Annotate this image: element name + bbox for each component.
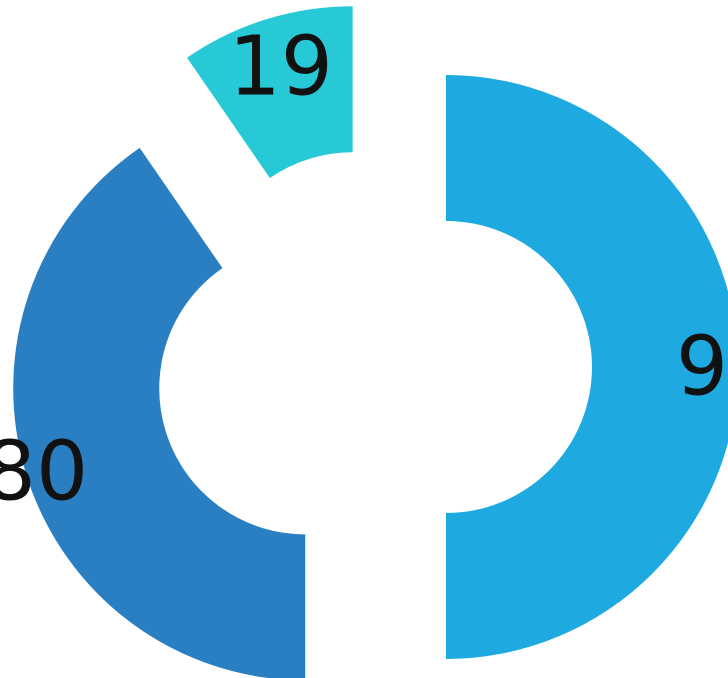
slices-group [13,6,728,678]
data-label-99: 99 [676,320,728,415]
labels-group: 99 80 19 [0,20,728,520]
donut-slice-99 [446,75,728,659]
donut-slice-80 [13,147,306,678]
data-label-80: 80 [0,425,88,520]
donut-slice-19 [187,6,353,178]
data-label-19: 19 [229,20,333,115]
